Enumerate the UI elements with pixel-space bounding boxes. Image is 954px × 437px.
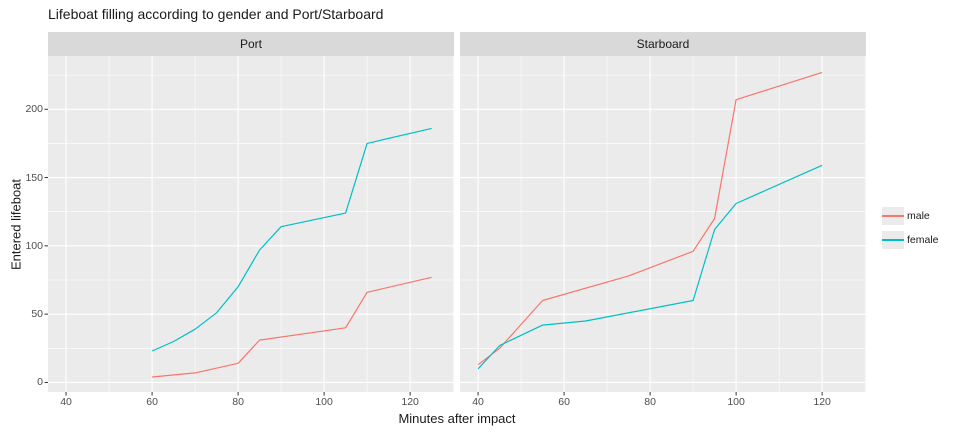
- y-tick-label: 200: [25, 103, 43, 116]
- legend-entry-male: male: [882, 207, 939, 225]
- x-tick-label: 60: [146, 396, 158, 408]
- x-tick-label: 40: [472, 396, 484, 408]
- panel-port: [48, 56, 454, 396]
- y-tick-label: 100: [25, 239, 43, 252]
- series-line-male-starboard: [477, 71, 823, 366]
- facet-strip-starboard: Starboard: [460, 32, 866, 56]
- x-tick-label: 40: [60, 396, 72, 408]
- y-tick-label: 50: [31, 308, 43, 321]
- panel-starboard: [460, 56, 866, 396]
- x-tick-label: 80: [644, 396, 656, 408]
- male-line-swatch-icon: [882, 215, 904, 217]
- series-line-male-port: [152, 276, 432, 378]
- x-axis-title: Minutes after impact: [398, 411, 516, 426]
- facet-strip-port: Port: [48, 32, 454, 56]
- legend-label-male: male: [907, 210, 930, 222]
- facet-strip-label: Starboard: [636, 37, 690, 51]
- x-tick-label: 120: [401, 396, 419, 408]
- chart-title: Lifeboat filling according to gender and…: [48, 6, 384, 22]
- legend-key-male: [882, 207, 904, 225]
- series-line-female-port: [151, 127, 432, 352]
- facet-strip-label: Port: [239, 37, 262, 51]
- x-tick-label: 120: [813, 396, 831, 408]
- y-tick-label: 0: [37, 376, 43, 389]
- legend-label-female: female: [907, 234, 939, 246]
- x-tick-label: 80: [232, 396, 244, 408]
- legend: male female: [882, 207, 939, 249]
- legend-entry-female: female: [882, 231, 939, 249]
- female-line-swatch-icon: [882, 239, 904, 241]
- legend-key-female: [882, 231, 904, 249]
- x-tick-label: 60: [558, 396, 570, 408]
- series-line-female-starboard: [477, 164, 823, 370]
- x-tick-label: 100: [315, 396, 333, 408]
- y-tick-label: 150: [25, 171, 43, 184]
- y-axis-title: Entered lifeboat: [8, 178, 24, 271]
- x-tick-label: 100: [727, 396, 745, 408]
